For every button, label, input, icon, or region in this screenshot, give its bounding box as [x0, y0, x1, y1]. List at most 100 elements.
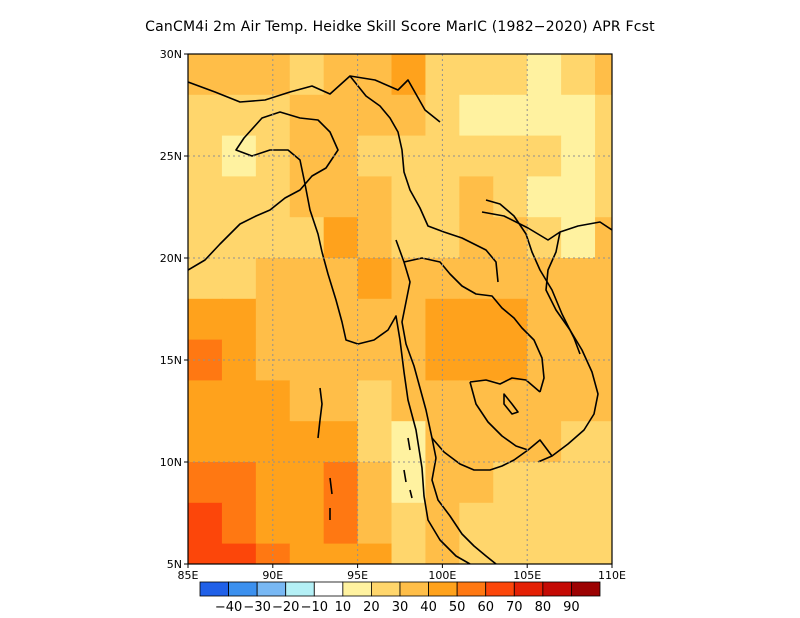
heatmap-cell [527, 54, 562, 96]
heatmap-cell [357, 217, 393, 259]
heatmap-cell [188, 217, 223, 259]
heatmap-cell [221, 54, 257, 96]
coastline-vietnam [481, 211, 612, 463]
heatmap-cell [188, 298, 223, 341]
heatmap-cell [391, 217, 427, 259]
heatmap-cell [595, 462, 612, 504]
heatmap-cell [255, 217, 291, 259]
heatmap-cell [323, 217, 359, 259]
heatmap-cell [323, 502, 359, 545]
chart-title: CanCM4i 2m Air Temp. Heidke Skill Score … [145, 19, 655, 35]
colorbar-label: 10 [335, 600, 352, 615]
islands-mergui [403, 437, 413, 499]
y-tick-label: 30N [160, 48, 182, 61]
heatmap-cell [289, 258, 325, 300]
heatmap-cell [561, 380, 596, 422]
x-tick-label: 90E [262, 569, 283, 582]
heatmap-cell [595, 543, 612, 564]
skill-score-field [188, 54, 612, 564]
heatmap-cell [595, 176, 612, 218]
heatmap-cell [493, 217, 528, 259]
heatmap-cell [221, 543, 257, 564]
border-myanmar-china [349, 75, 499, 283]
heatmap-cell [459, 380, 494, 422]
heatmap-cell [221, 462, 257, 504]
islands-andaman [317, 387, 333, 520]
heatmap-cell [255, 543, 291, 564]
heatmap-cell [425, 176, 460, 218]
colorbar-swatch [285, 581, 315, 597]
heatmap-cell [221, 380, 257, 422]
heatmap-cell [493, 258, 528, 300]
heatmap-cell [527, 462, 562, 504]
x-tick-label: 95E [347, 569, 368, 582]
heatmap-cell [459, 502, 494, 545]
heatmap-cell [221, 502, 257, 545]
heatmap-cell [221, 298, 257, 341]
heatmap-cell [595, 258, 612, 300]
heatmap-cell [561, 54, 596, 96]
heatmap-cell [357, 54, 393, 96]
x-tick-label: 100E [428, 569, 456, 582]
heatmap-cell [561, 298, 596, 341]
heatmap-cell [221, 176, 257, 218]
x-tick-label: 105E [513, 569, 541, 582]
heatmap-cell [527, 421, 562, 463]
heatmap-cell [459, 421, 494, 463]
heatmap-cell [357, 462, 393, 504]
heatmap-cell [289, 298, 325, 341]
coastline-myanmar [321, 251, 471, 564]
border-cambodia [469, 377, 541, 451]
y-tick-label: 20N [160, 252, 182, 265]
heatmap-cell [527, 502, 562, 545]
heatmap-cell [493, 543, 528, 564]
axis-ticks: 85E 90E 95E 100E 105E 110E 5N 10N 15N 20N 25N 30N [160, 48, 626, 582]
heatmap-cell [221, 258, 257, 300]
heatmap-cell [493, 462, 528, 504]
colorbar-label: 60 [477, 600, 494, 615]
heatmap-cell [527, 94, 562, 137]
border-bangladesh-myanmar [188, 111, 339, 271]
heatmap-cell [459, 258, 494, 300]
colorbar-swatch [342, 581, 372, 597]
heatmap-cell [527, 298, 562, 341]
heatmap-cell [323, 462, 359, 504]
lake-tonle-sap [503, 393, 519, 415]
coastline-west-bengal [188, 75, 441, 123]
colorbar-swatch [256, 581, 287, 597]
heatmap-cell [459, 543, 494, 564]
colorbar-label: 40 [420, 600, 437, 615]
heatmap-cell [561, 502, 596, 545]
coastline-gulf-thailand [431, 437, 553, 471]
heatmap-cell [595, 502, 612, 545]
heatmap-cell [188, 94, 223, 137]
heatmap-cell [289, 502, 325, 545]
heatmap-cell [255, 462, 291, 504]
heatmap-cell [357, 502, 393, 545]
heatmap-cell [391, 502, 427, 545]
heatmap-cell [527, 380, 562, 422]
heatmap-cell [188, 258, 223, 300]
colorbar-swatch [399, 581, 429, 597]
heatmap-cell [493, 54, 528, 96]
y-tick-label: 25N [160, 150, 182, 163]
heatmap-cell [188, 543, 223, 564]
colorbar-label: −10 [301, 600, 328, 615]
heatmap-cell [188, 421, 223, 463]
colorbar-swatch [571, 581, 601, 597]
heatmap-cell [561, 421, 596, 463]
heatmap-cell [527, 543, 562, 564]
y-tick-label: 15N [160, 354, 182, 367]
heatmap-cell [323, 421, 359, 463]
border-thailand-laos [403, 257, 545, 393]
colorbar-label: −40 [215, 600, 242, 615]
heatmap-cell [357, 298, 393, 341]
coastline-malay-peninsula [431, 457, 497, 564]
colorbar-swatch [228, 581, 258, 597]
heatmap-cell [561, 543, 596, 564]
heatmap-cell [221, 421, 257, 463]
heatmap-cell [357, 176, 393, 218]
heatmap-cell [459, 298, 494, 341]
colorbar-label: −20 [272, 600, 299, 615]
colorbar-swatch [513, 581, 544, 597]
